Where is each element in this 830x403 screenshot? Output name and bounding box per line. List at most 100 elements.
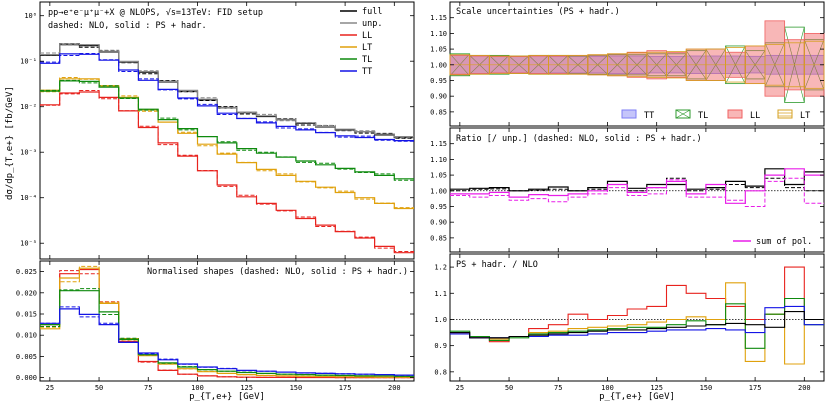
ratio-panel-frame [449, 127, 825, 253]
legend-label-full: full [362, 7, 382, 17]
legend-label-sum-of-pol: sum of pol. [756, 237, 812, 247]
legend-label-scale-ll: LL [750, 111, 760, 121]
main-panel-frame [39, 1, 415, 260]
y-tick-label: 0.95 [430, 77, 447, 85]
x-tick-label: 200 [388, 384, 401, 392]
legend-swatch-ll [727, 109, 743, 119]
main-subtitle: dashed: NLO, solid : PS + hadr. [48, 21, 207, 31]
ratio-panel: 0.85 0.90 0.95 1.00 1.05 1.10 1.15 Ratio [/ un… [430, 127, 825, 253]
legend-hatch-lt [778, 112, 792, 117]
y-tick-label: 1.00 [430, 61, 447, 69]
scale-panel-ticks: 0.85 0.90 0.95 1.00 1.05 1.10 1.15 [430, 2, 824, 126]
legend-swatch-tt [621, 109, 637, 119]
legend-label-scale-tt: TT [644, 111, 654, 121]
series-ps-tt [40, 53, 414, 142]
legend-label-ll: LL [362, 31, 372, 41]
x-tick-label: 100 [601, 384, 614, 392]
psnlo-xlabel: p_{T,e+} [GeV] [599, 392, 675, 402]
psnlo-series-full [450, 311, 824, 339]
main-title: pp→e⁺e⁻μ⁺μ⁻+X @ NLOPS, √s=13TeV: FID set… [48, 8, 263, 18]
y-tick-label: 1.10 [430, 30, 447, 38]
x-tick-label: 50 [95, 384, 103, 392]
y-tick-label: 10⁻² [20, 103, 37, 111]
series-ps-ll [40, 91, 414, 254]
ratio-nlo-sumofpol [450, 177, 824, 207]
x-tick-label: 175 [749, 384, 762, 392]
y-tick-label: 0.8 [434, 368, 447, 376]
psnlo-title: PS + hadr. / NLO [456, 260, 538, 270]
ratio-ps-sumofpol [450, 168, 824, 204]
y-tick-label: 1.15 [430, 14, 447, 22]
y-tick-label: 10⁻⁵ [20, 240, 37, 248]
y-tick-label: 10⁻¹ [20, 58, 37, 66]
y-tick-label: 1.05 [430, 46, 447, 54]
legend-swatch-tl [675, 109, 691, 119]
y-tick-label: 0.90 [430, 219, 447, 227]
ratio-title: Ratio [/ unp.] (dashed: NLO, solid : PS … [456, 134, 702, 144]
x-tick-label: 50 [505, 384, 513, 392]
y-tick-label: 10⁻³ [20, 149, 37, 157]
series-nlo-tl [40, 79, 414, 181]
scale-panel-frame [449, 1, 825, 127]
scale-uncertainties-panel: 0.85 0.90 0.95 1.00 1.05 1.10 1.15 Scale uncer… [430, 1, 825, 127]
series-ps-unp [40, 43, 414, 138]
ps-over-nlo-panel: 25 50 75 100 125 150 175 200 0.8 0.9 1.0 1.1 1.2 PS … [434, 253, 825, 402]
shape-ps-tt [40, 308, 414, 376]
psnlo-panel-frame [449, 253, 825, 382]
main-ylabel: dσ/dp_{T,e+} [fb/GeV] [5, 86, 15, 200]
x-tick-label: 75 [554, 384, 562, 392]
main-legend: full unp. LL LT TL TT [340, 7, 382, 77]
main-panel-curves [40, 43, 414, 254]
shapes-xlabel: p_{T,e+} [GeV] [189, 392, 265, 402]
x-tick-label: 200 [798, 384, 811, 392]
y-tick-label: 0.85 [430, 108, 447, 116]
shape-ps-tl [40, 290, 414, 377]
y-tick-label: 0.000 [16, 374, 37, 382]
y-tick-label: 0.005 [16, 353, 37, 361]
y-tick-label: 10⁻⁴ [20, 194, 37, 202]
ratio-panel-ticks: 0.85 0.90 0.95 1.00 1.05 1.10 1.15 [430, 128, 824, 252]
psnlo-panel-ticks: 25 50 75 100 125 150 175 200 0.8 0.9 1.0 1.1 1.2 [434, 254, 824, 392]
x-tick-label: 125 [240, 384, 253, 392]
series-ps-tl [40, 80, 414, 180]
y-tick-label: 1.2 [434, 264, 447, 272]
y-tick-label: 0.90 [430, 93, 447, 101]
ratio-legend: sum of pol. [733, 237, 812, 247]
series-nlo-tt [40, 53, 414, 142]
legend-label-tt: TT [362, 67, 372, 77]
legend-hatch-tl [675, 109, 691, 119]
legend-label-scale-tl: TL [698, 111, 708, 121]
y-tick-label: 0.020 [16, 289, 37, 297]
x-tick-label: 125 [650, 384, 663, 392]
y-tick-label: 0.025 [16, 268, 37, 276]
ratio-panel-curves [450, 168, 824, 207]
shapes-panel-ticks: 25 50 75 100 125 150 175 200 0.000 0.005 0.010 0.01… [16, 261, 414, 392]
shapes-panel-frame [39, 260, 415, 382]
x-tick-label: 75 [144, 384, 152, 392]
normalised-shapes-panel: 25 50 75 100 125 150 175 200 0.000 0.005 0.010 0.01… [16, 260, 415, 402]
x-tick-label: 175 [339, 384, 352, 392]
y-tick-label: 0.85 [430, 234, 447, 242]
legend-swatch-lt [777, 109, 793, 119]
y-tick-label: 10⁰ [24, 12, 37, 20]
legend-label-scale-lt: LT [800, 111, 810, 121]
legend-label-lt: LT [362, 43, 372, 53]
y-tick-label: 1.0 [434, 316, 447, 324]
x-tick-label: 150 [700, 384, 713, 392]
series-nlo-ll [40, 90, 414, 252]
psnlo-panel-curves [450, 266, 824, 365]
y-tick-label: 0.015 [16, 311, 37, 319]
x-tick-label: 100 [191, 384, 204, 392]
y-tick-label: 0.010 [16, 332, 37, 340]
x-tick-label: 25 [456, 384, 464, 392]
y-tick-label: 1.10 [430, 156, 447, 164]
shapes-title: Normalised shapes (dashed: NLO, solid : … [147, 267, 408, 277]
legend-label-unp: unp. [362, 19, 382, 29]
y-tick-label: 1.05 [430, 172, 447, 180]
scale-legend: TT TL LL LT [621, 109, 810, 121]
legend-label-tl: TL [362, 55, 372, 65]
y-tick-label: 1.15 [430, 140, 447, 148]
shapes-panel-curves [40, 265, 414, 379]
y-tick-label: 0.95 [430, 203, 447, 211]
